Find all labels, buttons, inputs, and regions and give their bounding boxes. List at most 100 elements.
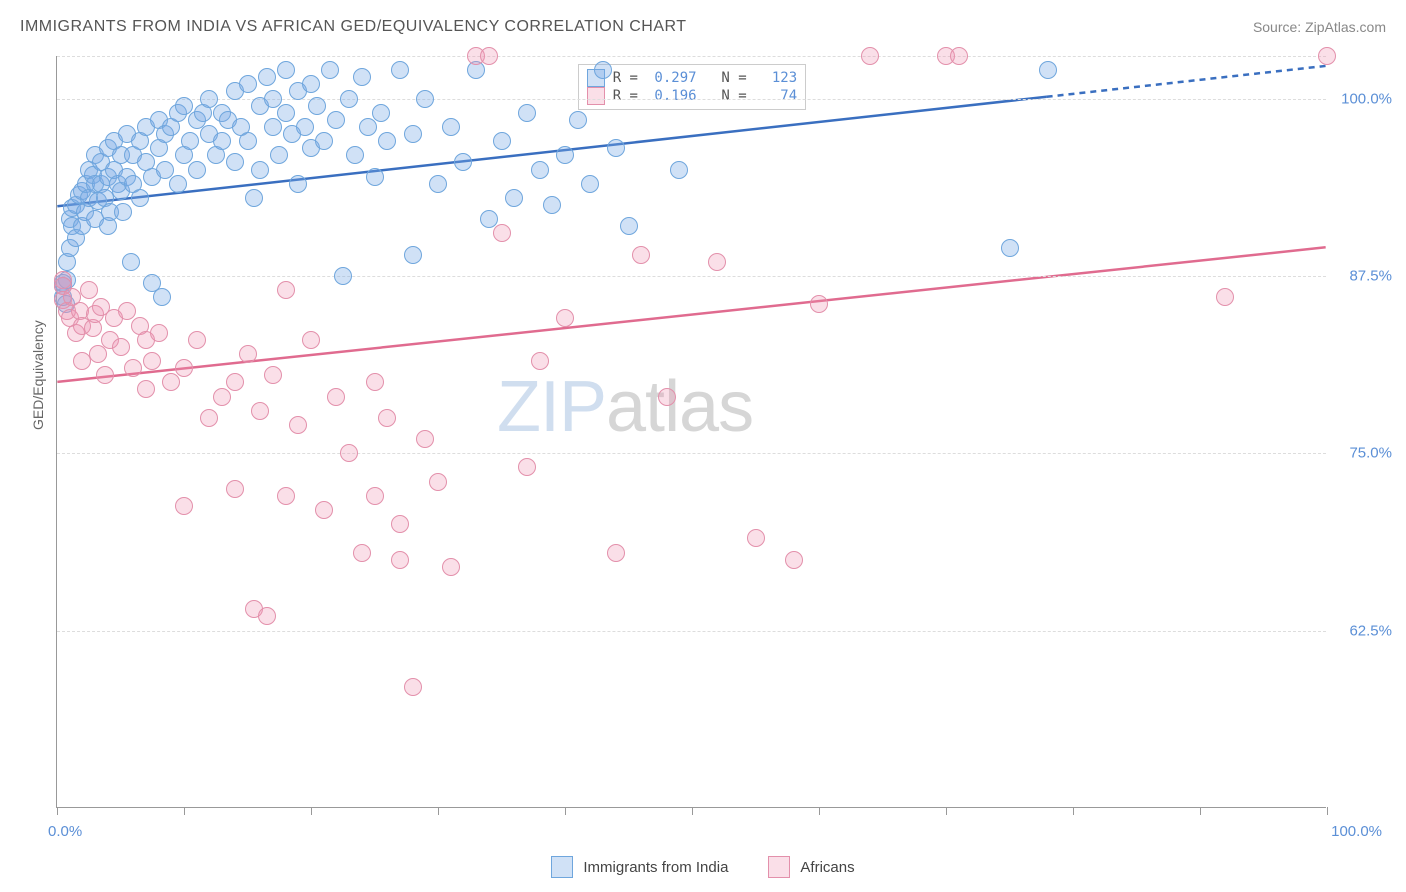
scatter-point-india bbox=[372, 104, 390, 122]
scatter-point-india bbox=[296, 118, 314, 136]
chart-container: IMMIGRANTS FROM INDIA VS AFRICAN GED/EQU… bbox=[0, 0, 1406, 892]
scatter-point-africans bbox=[315, 501, 333, 519]
scatter-point-africans bbox=[112, 338, 130, 356]
scatter-point-india bbox=[518, 104, 536, 122]
scatter-point-india bbox=[114, 203, 132, 221]
scatter-point-africans bbox=[632, 246, 650, 264]
trend-lines-svg bbox=[57, 56, 1326, 807]
scatter-point-africans bbox=[1216, 288, 1234, 306]
scatter-point-africans bbox=[378, 409, 396, 427]
y-tick-label: 62.5% bbox=[1332, 622, 1392, 639]
legend-label: Africans bbox=[800, 859, 854, 876]
scatter-point-india bbox=[1001, 239, 1019, 257]
legend-corr-row-india: R = 0.297 N = 123 bbox=[587, 69, 797, 87]
scatter-point-india bbox=[270, 146, 288, 164]
legend-swatch-africans bbox=[587, 87, 605, 105]
scatter-point-africans bbox=[226, 480, 244, 498]
x-axis-min-label: 0.0% bbox=[48, 823, 82, 840]
scatter-point-india bbox=[607, 139, 625, 157]
legend-n-label: N = bbox=[705, 88, 756, 104]
scatter-point-africans bbox=[89, 345, 107, 363]
scatter-point-africans bbox=[143, 352, 161, 370]
scatter-point-india bbox=[153, 288, 171, 306]
scatter-point-india bbox=[239, 132, 257, 150]
scatter-point-africans bbox=[747, 529, 765, 547]
scatter-point-africans bbox=[251, 402, 269, 420]
scatter-point-india bbox=[213, 132, 231, 150]
scatter-point-africans bbox=[327, 388, 345, 406]
legend-item-africans: Africans bbox=[768, 856, 854, 878]
legend-n-value: 74 bbox=[763, 88, 797, 104]
scatter-point-india bbox=[131, 189, 149, 207]
scatter-point-africans bbox=[200, 409, 218, 427]
x-tick bbox=[311, 807, 312, 815]
scatter-point-india bbox=[416, 90, 434, 108]
scatter-point-india bbox=[181, 132, 199, 150]
scatter-point-india bbox=[264, 118, 282, 136]
gridline-h bbox=[57, 276, 1326, 277]
scatter-point-india bbox=[556, 146, 574, 164]
x-tick bbox=[692, 807, 693, 815]
scatter-point-india bbox=[378, 132, 396, 150]
scatter-point-india bbox=[569, 111, 587, 129]
scatter-point-india bbox=[226, 153, 244, 171]
scatter-point-africans bbox=[607, 544, 625, 562]
scatter-point-africans bbox=[531, 352, 549, 370]
scatter-point-india bbox=[315, 132, 333, 150]
scatter-point-india bbox=[359, 118, 377, 136]
legend-swatch-africans bbox=[768, 856, 790, 878]
scatter-point-india bbox=[277, 61, 295, 79]
scatter-point-india bbox=[245, 189, 263, 207]
scatter-point-india bbox=[391, 61, 409, 79]
x-tick bbox=[819, 807, 820, 815]
scatter-point-africans bbox=[658, 388, 676, 406]
scatter-point-africans bbox=[708, 253, 726, 271]
scatter-point-africans bbox=[226, 373, 244, 391]
scatter-point-india bbox=[454, 153, 472, 171]
y-tick-label: 75.0% bbox=[1332, 445, 1392, 462]
scatter-point-india bbox=[531, 161, 549, 179]
scatter-point-india bbox=[404, 125, 422, 143]
scatter-point-africans bbox=[810, 295, 828, 313]
scatter-point-india bbox=[1039, 61, 1057, 79]
scatter-point-africans bbox=[950, 47, 968, 65]
scatter-point-africans bbox=[429, 473, 447, 491]
scatter-point-africans bbox=[124, 359, 142, 377]
scatter-point-africans bbox=[353, 544, 371, 562]
scatter-point-africans bbox=[162, 373, 180, 391]
scatter-point-india bbox=[188, 161, 206, 179]
scatter-point-india bbox=[251, 161, 269, 179]
scatter-point-india bbox=[594, 61, 612, 79]
source-label: Source: ZipAtlas.com bbox=[1253, 19, 1386, 35]
scatter-point-africans bbox=[80, 281, 98, 299]
scatter-point-africans bbox=[239, 345, 257, 363]
legend-corr-row-africans: R = 0.196 N = 74 bbox=[587, 87, 797, 105]
gridline-h bbox=[57, 453, 1326, 454]
scatter-point-africans bbox=[258, 607, 276, 625]
scatter-point-africans bbox=[289, 416, 307, 434]
scatter-point-india bbox=[429, 175, 447, 193]
gridline-h bbox=[57, 99, 1326, 100]
scatter-point-africans bbox=[480, 47, 498, 65]
x-axis-max-label: 100.0% bbox=[1331, 823, 1382, 840]
scatter-point-india bbox=[334, 267, 352, 285]
scatter-point-africans bbox=[366, 487, 384, 505]
x-tick bbox=[1327, 807, 1328, 815]
scatter-point-africans bbox=[150, 324, 168, 342]
scatter-point-india bbox=[493, 132, 511, 150]
scatter-point-india bbox=[620, 217, 638, 235]
scatter-point-africans bbox=[137, 380, 155, 398]
gridline-h bbox=[57, 56, 1326, 57]
scatter-point-africans bbox=[264, 366, 282, 384]
scatter-point-africans bbox=[213, 388, 231, 406]
scatter-point-africans bbox=[188, 331, 206, 349]
scatter-point-africans bbox=[277, 487, 295, 505]
chart-title: IMMIGRANTS FROM INDIA VS AFRICAN GED/EQU… bbox=[20, 18, 687, 36]
scatter-point-india bbox=[327, 111, 345, 129]
scatter-point-africans bbox=[391, 515, 409, 533]
legend-label: Immigrants from India bbox=[583, 859, 728, 876]
scatter-point-india bbox=[258, 68, 276, 86]
scatter-point-india bbox=[505, 189, 523, 207]
x-tick bbox=[1200, 807, 1201, 815]
x-tick bbox=[438, 807, 439, 815]
